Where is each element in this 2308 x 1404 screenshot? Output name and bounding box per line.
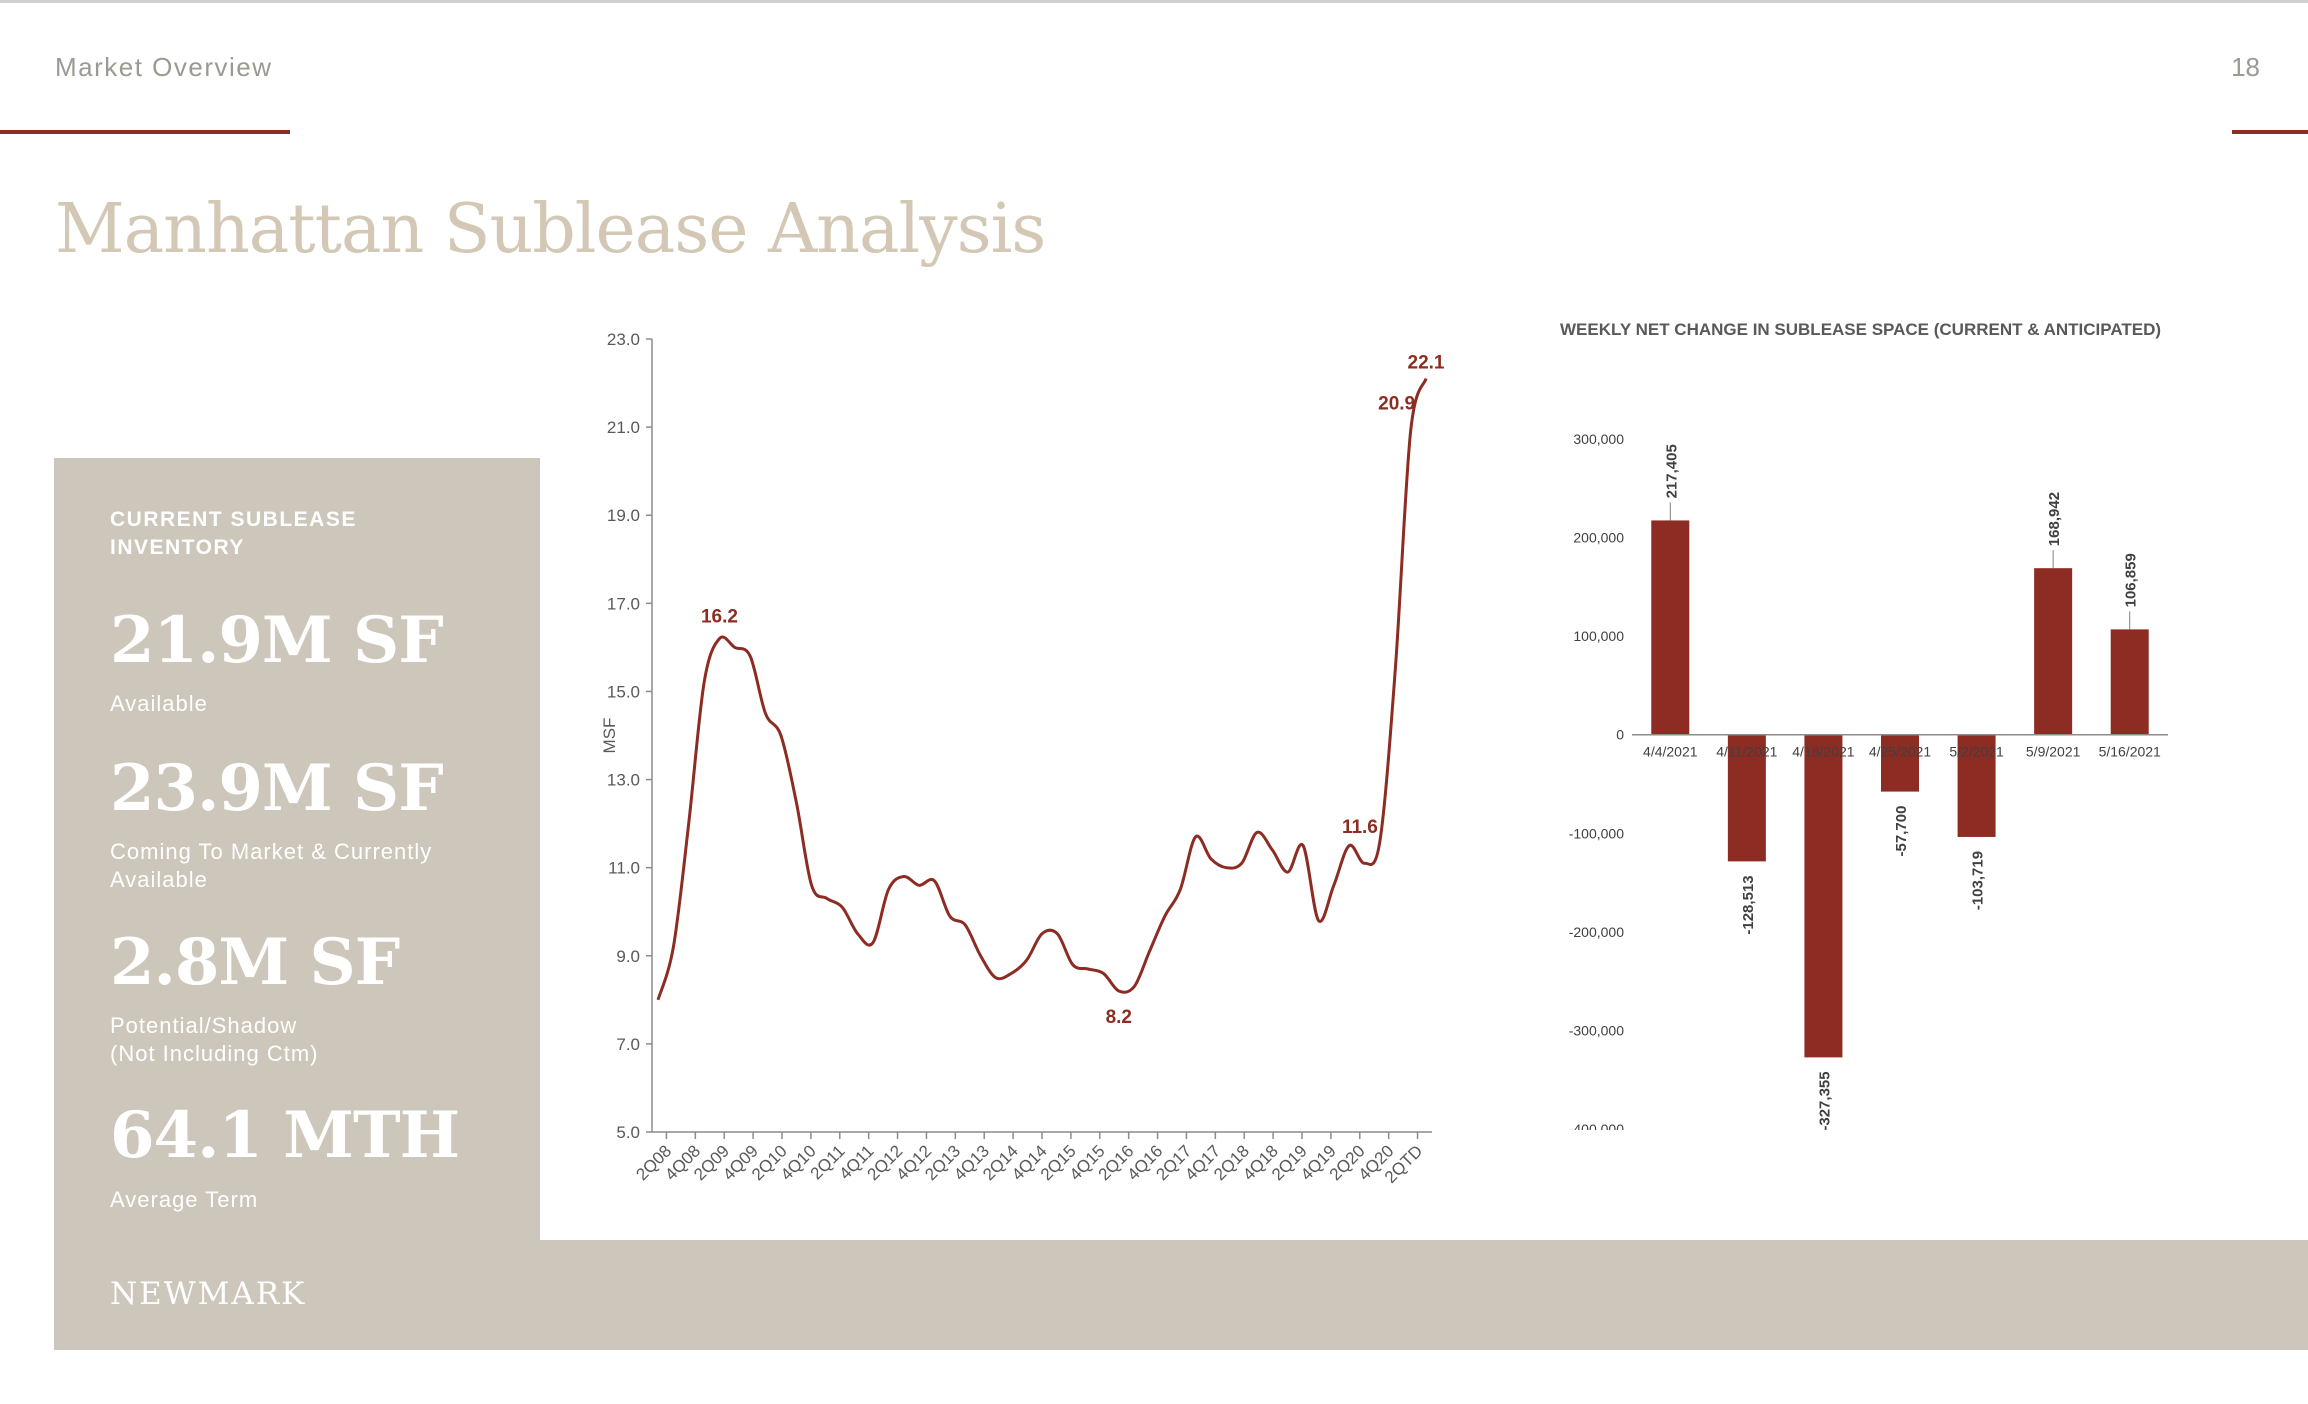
bar	[1881, 734, 1919, 792]
x-category-label: 4/18/2021	[1792, 744, 1854, 760]
stat-caption-line: Average Term	[110, 1187, 259, 1212]
stat-caption-line: Available	[110, 867, 208, 892]
y-tick-label: -300,000	[1569, 1022, 1624, 1038]
y-tick-label: 7.0	[616, 1035, 640, 1054]
stat-caption-line: Coming To Market & Currently	[110, 839, 433, 864]
stats-heading: CURRENT SUBLEASE INVENTORY	[110, 508, 357, 559]
stat-caption-available: Available	[110, 690, 510, 718]
section-label: Market Overview	[55, 52, 273, 82]
y-tick-label: 19.0	[607, 506, 640, 525]
stat-caption-coming-to-market: Coming To Market & Currently Available	[110, 838, 510, 894]
page-number: 18	[2231, 52, 2260, 82]
data-label: 168,942	[2046, 492, 2063, 546]
y-axis-label: MSF	[600, 718, 619, 754]
y-tick-label: 17.0	[607, 594, 640, 613]
y-tick-label: -400,000	[1569, 1121, 1624, 1130]
bar	[2034, 568, 2073, 735]
top-rule	[0, 0, 2308, 3]
y-tick-label: -100,000	[1569, 825, 1624, 841]
bar	[1651, 520, 1690, 735]
data-label: -327,355	[1816, 1071, 1833, 1130]
stat-caption-average-term: Average Term	[110, 1186, 510, 1214]
stats-panel: CURRENT SUBLEASE INVENTORY 21.9M SF Avai…	[54, 458, 540, 1240]
bar	[1727, 734, 1766, 862]
y-tick-label: 100,000	[1573, 628, 1624, 644]
y-tick-label: 200,000	[1573, 530, 1624, 546]
y-tick-label: 5.0	[616, 1123, 640, 1142]
y-tick-label: 23.0	[607, 330, 640, 349]
stat-caption-line: Potential/Shadow	[110, 1013, 298, 1038]
bar	[1957, 734, 1996, 837]
x-category-label: 5/9/2021	[2026, 744, 2081, 760]
bar	[2110, 629, 2149, 735]
x-category-label: 4/4/2021	[1643, 744, 1698, 760]
y-tick-label: 300,000	[1573, 431, 1624, 447]
stat-value-average-term: 64.1 MTH	[110, 1098, 460, 1173]
data-label: 20.9	[1378, 394, 1415, 415]
y-tick-label: -200,000	[1569, 924, 1624, 940]
x-category-label: 4/11/2021	[1716, 744, 1777, 760]
stat-value-shadow: 2.8M SF	[110, 925, 400, 1000]
data-label: -128,513	[1740, 875, 1757, 934]
y-tick-label: 0	[1616, 727, 1624, 743]
data-label: 106,859	[2123, 553, 2140, 607]
stat-caption-line: (Not Including Ctm)	[110, 1041, 319, 1066]
sublease-inventory-line-chart: 5.0 7.0 9.0 11.0 13.0 15.0 17.0 19.0 21.0 23.0 MSF…	[600, 330, 1445, 1187]
data-label: 11.6	[1342, 817, 1378, 838]
data-label: 8.2	[1106, 1007, 1132, 1028]
data-label: 217,405	[1663, 444, 1680, 498]
stat-caption-shadow: Potential/Shadow (Not Including Ctm)	[110, 1012, 510, 1068]
page-title: Manhattan Sublease Analysis	[55, 190, 1046, 269]
stat-value-available: 21.9M SF	[110, 603, 444, 678]
y-tick-label: 13.0	[607, 771, 640, 790]
footer-band: NEWMARK	[54, 1240, 2308, 1350]
y-tick-label: 15.0	[607, 682, 640, 701]
y-tick-label: 9.0	[616, 947, 640, 966]
stat-caption-line: Available	[110, 691, 208, 716]
x-category-label: 4/25/2021	[1869, 744, 1931, 760]
data-label: 16.2	[701, 607, 738, 628]
x-category-label: 5/16/2021	[2099, 744, 2161, 760]
bar-chart-title: WEEKLY NET CHANGE IN SUBLEASE SPACE (CUR…	[1560, 320, 2162, 339]
data-label: 22.1	[1408, 353, 1445, 374]
series-line	[656, 378, 1428, 1001]
y-tick-label: 11.0	[608, 859, 640, 878]
accent-rule-left	[0, 130, 290, 134]
data-label: -103,719	[1970, 851, 1987, 910]
brand-logo: NEWMARK	[110, 1276, 307, 1312]
x-category-label: 5/2/2021	[1949, 744, 2004, 760]
accent-rule-right	[2232, 130, 2308, 134]
stat-value-coming-to-market: 23.9M SF	[110, 751, 444, 826]
weekly-net-change-bar-chart: 300,000 200,000 100,000 0 -100,000 -200,000 -3…	[1569, 431, 2168, 1130]
data-label: -57,700	[1893, 806, 1910, 857]
bar	[1804, 734, 1843, 1058]
y-tick-label: 21.0	[607, 418, 640, 437]
